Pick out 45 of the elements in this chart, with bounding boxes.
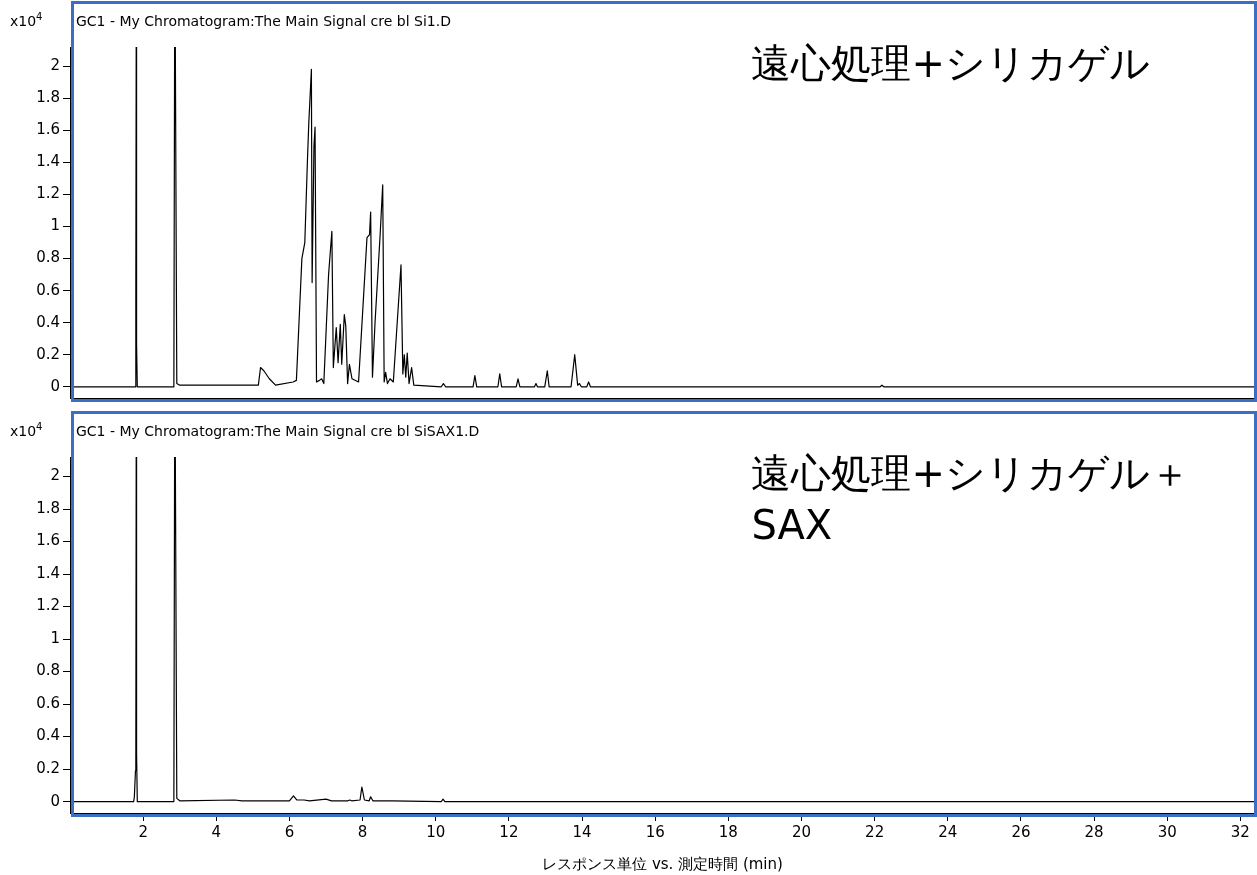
y-tick-label: 0.8	[36, 248, 60, 267]
y-tick-label: 1.6	[36, 120, 60, 139]
chart-title: GC1 - My Chromatogram:The Main Signal cre bl SiSAX1.D	[76, 422, 480, 439]
y-tick-label: 1.4	[36, 563, 60, 582]
chart-title: GC1 - My Chromatogram:The Main Signal cre bl Si1.D	[76, 12, 451, 29]
x-tick-label: 24	[938, 822, 958, 841]
annotation: 遠心処理+シリカゲル	[751, 39, 1151, 88]
x-axis-title: レスポンス単位 vs. 測定時間 (min)	[542, 855, 783, 874]
x-tick-label: 2	[138, 822, 148, 841]
x-tick-label: 4	[211, 822, 222, 841]
y-tick-label: 2	[50, 56, 60, 75]
y-tick-label: 0.2	[36, 759, 60, 777]
x-tick-label: 8	[357, 822, 368, 841]
x-tick-label: 30	[1157, 822, 1177, 841]
y-tick-label: 0.4	[36, 726, 60, 745]
x-tick-label: 22	[865, 822, 885, 841]
y-tick-label: 1.4	[36, 152, 60, 171]
x-tick-label: 6	[284, 822, 295, 841]
y-tick-label: 0.2	[36, 344, 60, 363]
y-tick-label: 0.4	[36, 312, 60, 331]
y-tick-label: 0.8	[36, 661, 60, 680]
x-tick-label: 26	[1011, 822, 1031, 841]
x-tick-label: 32	[1230, 822, 1250, 841]
y-axis-title: x10$^{4}$	[10, 421, 43, 439]
y-tick-label: 0	[50, 376, 60, 395]
y-tick-label: 0.6	[36, 280, 60, 299]
x-tick-label: 28	[1084, 822, 1104, 841]
y-tick-label: 0	[50, 791, 60, 810]
x-tick-label: 12	[499, 822, 519, 841]
x-tick-label: 14	[572, 822, 592, 841]
y-tick-label: 0.6	[36, 693, 60, 712]
y-tick-label: 1.2	[36, 596, 60, 615]
y-tick-label: 1	[50, 628, 60, 647]
y-tick-label: 2	[50, 466, 60, 485]
y-tick-label: 1.8	[36, 88, 60, 107]
y-tick-label: 1.6	[36, 531, 60, 550]
y-tick-label: 1	[50, 216, 60, 235]
y-tick-label: 1.8	[36, 498, 60, 517]
x-tick-label: 16	[645, 822, 665, 841]
x-tick-label: 18	[718, 822, 738, 841]
y-tick-label: 1.2	[36, 184, 60, 203]
x-tick-label: 20	[791, 822, 812, 841]
y-axis-title: x10$^{4}$	[10, 11, 43, 29]
annotation: 遠心処理+シリカゲル＋SAX	[751, 449, 1191, 550]
x-tick-label: 10	[426, 822, 446, 841]
